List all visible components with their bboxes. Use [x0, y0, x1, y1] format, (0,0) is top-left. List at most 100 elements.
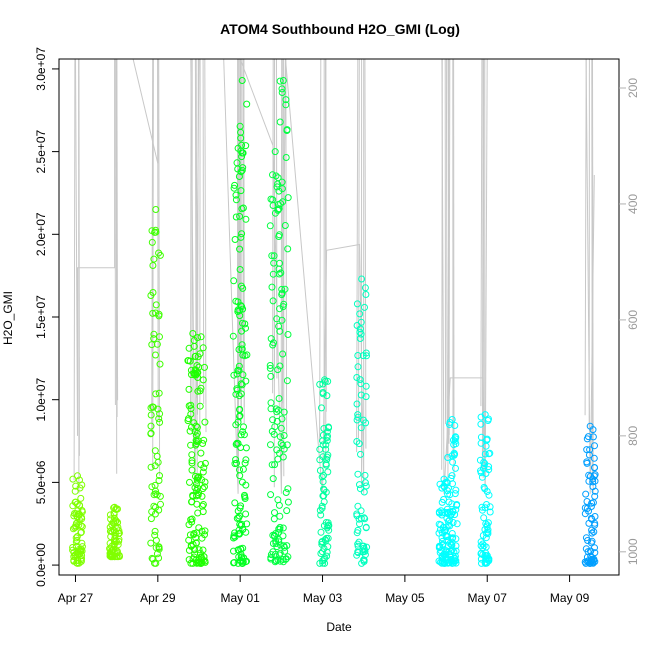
data-point	[153, 537, 159, 543]
chart-title: ATOM4 Southbound H2O_GMI (Log)	[220, 21, 460, 37]
data-point	[355, 364, 361, 370]
data-point	[244, 101, 250, 107]
data-point	[186, 537, 192, 543]
right-tick-label: 1000	[626, 538, 640, 565]
data-point	[200, 469, 206, 475]
data-point	[148, 516, 154, 522]
pressure-profile-line	[74, 59, 75, 480]
pressure-profile-line	[117, 59, 118, 400]
pressure-profile-line	[365, 59, 366, 449]
data-point	[486, 492, 492, 498]
data-points	[70, 78, 599, 567]
data-point	[285, 499, 291, 505]
y-axis-label: H2O_GMI	[1, 291, 15, 345]
data-point	[268, 442, 274, 448]
right-tick-label: 200	[626, 78, 640, 98]
data-point	[357, 486, 363, 492]
y-tick-label: 5.0e+06	[34, 460, 48, 504]
y-tick-label: 1.5e+07	[34, 295, 48, 339]
data-point	[270, 476, 276, 482]
x-tick-label: May 07	[468, 591, 508, 605]
data-point	[231, 278, 237, 284]
data-point	[324, 393, 330, 399]
data-point	[202, 419, 208, 425]
data-point	[275, 497, 281, 503]
x-tick-label: Apr 27	[58, 591, 94, 605]
pressure-profile-line	[196, 59, 197, 479]
data-point	[283, 490, 289, 496]
point-cluster	[107, 504, 123, 560]
data-point	[267, 223, 273, 229]
data-point	[232, 500, 238, 506]
data-point	[454, 521, 460, 527]
pressure-profile-line	[446, 59, 447, 457]
data-point	[186, 386, 192, 392]
data-point	[107, 512, 113, 518]
y-tick-label: 2.5e+07	[34, 129, 48, 173]
right-tick-label: 800	[626, 426, 640, 446]
data-point	[452, 491, 458, 497]
pressure-profile-line	[585, 59, 586, 415]
x-tick-label: May 05	[385, 591, 425, 605]
x-tick-label: May 03	[303, 591, 343, 605]
pressure-profile-line	[191, 59, 192, 421]
data-point	[234, 160, 240, 166]
pressure-profile-line	[482, 59, 483, 471]
data-point	[198, 450, 204, 456]
pressure-profile-line	[195, 59, 196, 398]
data-point	[284, 508, 290, 514]
data-point	[268, 492, 274, 498]
axes: Apr 27 Apr 29 May 01 May 03 May 05 May 07 May …	[34, 47, 640, 605]
data-point	[280, 533, 286, 539]
data-point	[78, 495, 84, 501]
data-point	[355, 471, 361, 477]
y-tick-label: 1.0e+07	[34, 378, 48, 422]
x-tick-label: May 01	[220, 591, 260, 605]
data-point	[148, 540, 154, 546]
pressure-profile-line	[240, 59, 241, 391]
point-cluster	[148, 207, 164, 567]
y-tick-label: 0.0e+00	[34, 543, 48, 587]
data-point	[272, 510, 278, 516]
data-point	[271, 516, 277, 522]
pressure-profile-line	[357, 59, 358, 452]
data-point	[187, 479, 193, 485]
data-point	[284, 442, 290, 448]
data-point	[284, 378, 290, 384]
data-point	[243, 511, 249, 517]
data-point	[189, 467, 195, 473]
data-point	[285, 246, 291, 252]
data-point	[481, 515, 487, 521]
data-point	[186, 557, 192, 563]
data-point	[362, 304, 368, 310]
data-point	[268, 400, 274, 406]
data-point	[148, 412, 154, 418]
point-cluster	[70, 473, 86, 567]
right-tick-label: 600	[626, 310, 640, 330]
data-point	[450, 459, 456, 465]
x-tick-label: Apr 29	[140, 591, 176, 605]
pressure-profile-line	[198, 59, 199, 415]
pressure-profile-line	[205, 59, 206, 432]
data-point	[276, 502, 282, 508]
data-point	[285, 486, 291, 492]
pressure-profile-line	[481, 59, 482, 406]
data-point	[357, 336, 363, 342]
data-point	[361, 489, 367, 495]
pressure-profile-line	[203, 59, 204, 404]
pressure-profile-line	[442, 59, 443, 470]
data-point	[453, 465, 459, 471]
data-point	[243, 445, 249, 451]
y-tick-label: 3.0e+07	[34, 47, 48, 91]
y-tick-label: 2.0e+07	[34, 212, 48, 256]
x-tick-label: May 09	[550, 591, 590, 605]
data-point	[318, 529, 324, 535]
data-point	[151, 503, 157, 509]
data-point	[202, 364, 208, 370]
data-point	[189, 452, 195, 458]
data-point	[158, 501, 164, 507]
data-point	[583, 491, 589, 497]
x-axis-label: Date	[326, 620, 352, 634]
point-cluster	[436, 476, 452, 566]
